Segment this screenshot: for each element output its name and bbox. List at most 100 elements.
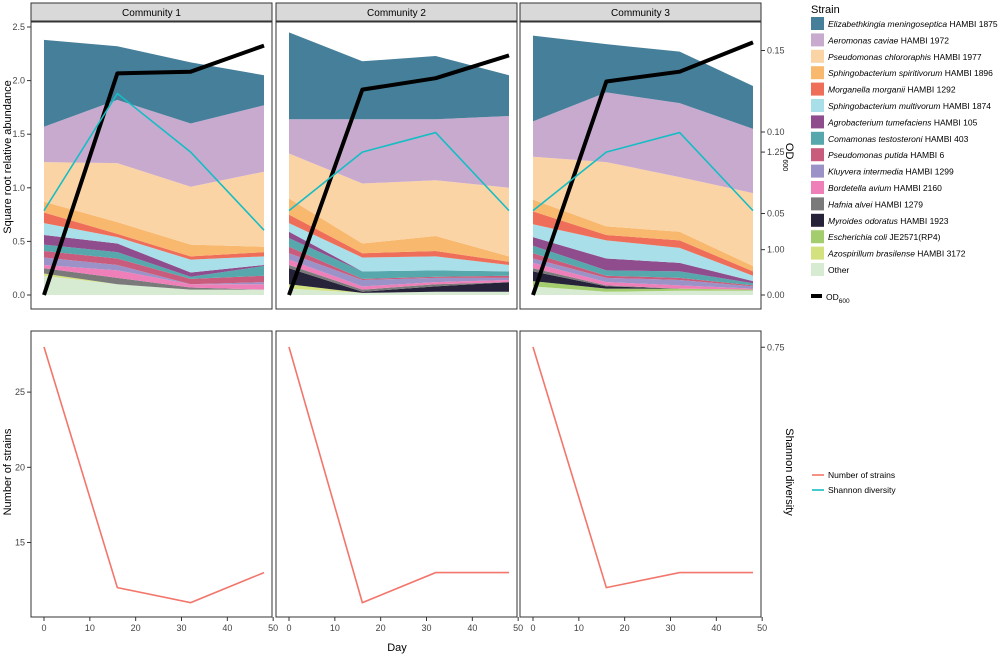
diversity-panels: [30, 92, 762, 618]
area-community-3-strain-4: [533, 199, 753, 272]
legend-species: Kluyvera intermedia: [828, 167, 903, 177]
legend-strain-id: HAMBI 403: [923, 134, 969, 144]
diversity-panel-1: [30, 92, 273, 618]
area-community-3-strain-8: [533, 245, 753, 286]
legend-item-1: Elizabethkingia meningoseptica HAMBI 187…: [811, 17, 998, 30]
legend-label: Elizabethkingia meningoseptica HAMBI 187…: [828, 19, 998, 29]
y-tick-label: 2.5: [12, 22, 25, 32]
x-tick-label: 20: [620, 623, 630, 633]
legend-strain-id: HAMBI 1279: [872, 199, 923, 209]
area-community-3-strain-10: [533, 258, 753, 289]
x-tick-label: 50: [513, 623, 523, 633]
od-line-community-3: [531, 40, 754, 296]
legend-species: Sphingobacterium multivorum: [828, 101, 940, 111]
abundance-panel-2: Community 2: [275, 2, 518, 310]
y-tick-label: 0.0: [12, 290, 25, 300]
panel-frame-bottom-3: [519, 330, 762, 618]
legend-item-16: Other: [811, 263, 849, 276]
area-community-3-strain-9: [533, 253, 753, 287]
x-axis-title: Day: [387, 642, 407, 654]
y-tick-label: 0.5: [12, 236, 25, 246]
legend-swatch: [811, 263, 824, 276]
legend-species: Sphingobacterium spiritivorum: [828, 68, 942, 78]
area-community-1-strain-1: [44, 39, 264, 127]
x-tick-label: 50: [757, 623, 767, 633]
legend-strain-id: HAMBI 1299: [903, 167, 954, 177]
diversity-legend-label: Shannon diversity: [828, 485, 896, 495]
panel-frame-bottom-1: [30, 330, 273, 618]
legend-strain-id: HAMBI 1875: [947, 19, 998, 29]
area-community-2-strain-4: [289, 198, 509, 262]
y2-axis-title-shannon: Shannon diversity: [783, 428, 795, 516]
legend-swatch: [811, 99, 824, 112]
od-line-community-1: [42, 43, 265, 296]
legend-item-5: Morganella morganii HAMBI 1292: [811, 82, 956, 96]
area-community-2-strain-12: [289, 264, 509, 292]
legend-swatch: [811, 49, 824, 63]
y-tick-label: 2.0: [12, 76, 25, 86]
legend-species: Azospirillum brasilense: [827, 249, 915, 259]
strip-label-community-3: Community 3: [611, 8, 670, 19]
x-tick-label: 10: [85, 623, 95, 633]
diversity-legend: Number of strains Shannon diversity: [812, 470, 896, 495]
x-tick-label: 0: [286, 623, 291, 633]
legend-label: Morganella morganii HAMBI 1292: [828, 85, 956, 95]
od-line-community-2: [287, 53, 510, 296]
area-community-1-strain-4: [44, 201, 264, 257]
panel-frame-top-1: [30, 21, 273, 310]
legend-item-11: Bordetella avium HAMBI 2160: [811, 181, 942, 194]
legend-label: Other: [828, 265, 849, 275]
panel-frame-bottom-2: [275, 330, 518, 618]
legend-strain-id: HAMBI 2160: [891, 183, 942, 193]
od-legend: OD600: [811, 292, 850, 305]
legend-swatch: [811, 66, 824, 80]
strip-community-2: [275, 2, 518, 22]
legend-species: Bordetella avium: [828, 183, 891, 193]
area-community-2-strain-16: [289, 288, 509, 295]
legend-item-2: Aeromonas caviae HAMBI 1972: [811, 33, 949, 47]
x-tick-label: 40: [222, 623, 232, 633]
area-community-1-strain-11: [44, 264, 264, 290]
y2-tick-label: 0.00: [767, 290, 785, 300]
y2-tick-label: 0.10: [767, 127, 785, 137]
strip-label-community-2: Community 2: [367, 8, 426, 19]
legend-label: Pseudomonas putida HAMBI 6: [828, 150, 945, 160]
legend-item-7: Agrobacterium tumefaciens HAMBI 105: [811, 115, 978, 129]
area-community-3-strain-16: [533, 286, 753, 295]
area-community-2-strain-8: [289, 238, 509, 279]
legend-strain-id: HAMBI 105: [931, 117, 977, 127]
area-community-3-strain-14: [533, 281, 753, 292]
panel-frame-top-3: [519, 21, 762, 310]
area-community-3-strain-12: [533, 268, 753, 290]
x-tick-label: 20: [376, 623, 386, 633]
legend-species: Elizabethkingia meningoseptica: [828, 19, 947, 29]
legend-species: Agrobacterium tumefaciens: [827, 117, 932, 127]
area-community-2-strain-5: [289, 214, 509, 265]
area-community-2-strain-9: [289, 246, 509, 280]
x-tick-label: 40: [467, 623, 477, 633]
legend-item-10: Kluyvera intermedia HAMBI 1299: [811, 164, 954, 178]
area-community-1-strain-12: [44, 268, 264, 290]
y2-tick-label-shannon: 1.25: [767, 147, 785, 157]
legend-swatch: [811, 115, 824, 129]
strip-community-1: [30, 2, 273, 22]
x-tick-label: 10: [574, 623, 584, 633]
legend-item-13: Myroides odoratus HAMBI 1923: [811, 213, 949, 227]
x-tick-label: 20: [131, 623, 141, 633]
area-community-2-strain-3: [289, 153, 509, 257]
strains-line-community-1: [43, 346, 265, 604]
y-axis-title-strains: Number of strains: [2, 428, 14, 515]
y2-tick-label-shannon: 0.75: [767, 342, 785, 352]
legend-swatch: [811, 17, 824, 30]
x-tick-label: 30: [665, 623, 675, 633]
strip-community-3: [519, 2, 762, 22]
y-tick-label-strains: 20: [15, 462, 25, 472]
legend-strain-id: HAMBI 1292: [905, 85, 956, 95]
legend-item-6: Sphingobacterium multivorum HAMBI 1874: [811, 99, 991, 112]
area-community-2-strain-6: [289, 223, 509, 272]
legend-label: Kluyvera intermedia HAMBI 1299: [828, 167, 954, 177]
legend-item-14: Escherichia coli JE2571(RP4): [811, 230, 941, 244]
y-tick-label-strains: 15: [15, 538, 25, 548]
strains-line-community-3: [532, 346, 753, 589]
